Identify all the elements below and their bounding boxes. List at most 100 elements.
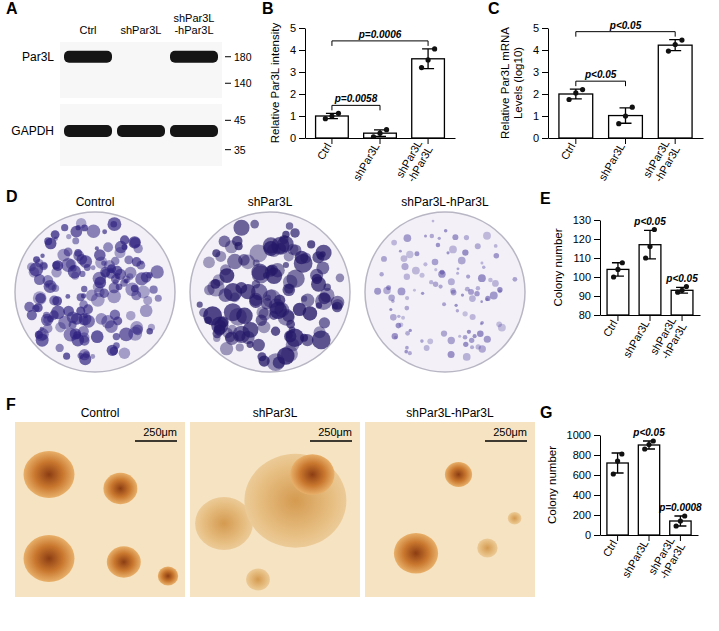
y-tick-mark [594,277,600,278]
colony [398,287,406,295]
colony [438,284,442,288]
tspan: Ctrl [79,24,96,36]
colony [87,225,100,238]
colony [219,236,231,248]
panel-letter: E [540,190,551,207]
data-point [323,116,328,121]
y-tick-label: 1 [290,110,296,122]
y-tick-mark [299,116,305,117]
colony [477,330,484,337]
colony [107,264,116,273]
colony [43,324,52,333]
bar-chart: 02004006008001000CtrlshPar3LshPar3L-hPar… [546,427,702,583]
data-point [580,87,585,92]
y-tick-mark [594,435,600,436]
tspan: -hPar3L [657,541,687,581]
colony [452,234,458,240]
plot-marks [316,46,445,138]
tspan: -hPar3L [652,144,682,184]
y-tick-label: 5 [290,22,296,34]
x-tick: shPar3L-hPar3L [647,315,688,363]
colony [467,330,471,334]
marker-label: 180 [234,51,252,63]
colony [391,240,397,246]
y-tick-label: 2 [290,88,296,100]
y-tick-mark [542,50,548,51]
y-tick: 4 [533,44,548,56]
bar-chart: 012345CtrlshPar3LshPar3L-hPar3LRelative … [269,22,455,185]
scale-bar-label: 250μm [143,426,177,438]
y-tick-mark [594,455,600,456]
colony [440,270,445,275]
sphere [24,451,75,498]
y-tick-label: 200 [573,509,591,521]
colony [135,272,148,285]
significance-bracket [332,41,428,46]
colony [232,236,242,246]
data-point [615,458,620,463]
colony [490,292,498,300]
colony [312,251,324,263]
colony [271,327,280,336]
colony [119,347,131,359]
y-tick: 80 [579,309,600,321]
x-tick-mark [428,138,429,144]
colony [446,251,449,254]
lane-label: Ctrl [79,24,96,36]
data-point [666,49,671,54]
colony [474,291,479,296]
y-tick-label: 0 [290,132,296,144]
colony [55,322,65,332]
image-label: shPar3L-hPar3L [406,406,494,420]
x-axis: CtrlshPar3LshPar3L-hPar3L [306,138,456,186]
tspan: Ctrl [315,141,334,162]
colony [475,243,481,249]
colony [494,253,500,259]
colony [219,288,233,302]
colony [485,296,490,301]
x-tick-mark [625,138,626,144]
y-tick: 2 [290,88,305,100]
colony [414,251,419,256]
colony [476,286,480,290]
y-tick-mark [594,475,600,476]
y-axis: 8090100110120130 [573,214,601,321]
sphere [508,512,522,525]
plot-marks [559,38,692,139]
spheres-group [394,462,521,574]
colony [128,236,140,248]
colony [336,274,345,283]
x-tick: shPar3L [351,138,382,182]
y-tick-mark [542,116,548,117]
sphere [158,567,178,586]
colony [94,277,106,289]
colony [77,254,88,265]
colony [436,243,441,248]
sphere [24,535,75,582]
colony [424,234,427,237]
colony [316,302,322,308]
y-tick-label: 100 [573,271,591,283]
panel-letter: A [6,0,18,17]
bar [607,463,628,535]
colony [256,306,268,318]
colony [450,288,456,294]
colony [494,244,498,248]
colony [464,235,469,240]
colony [71,272,79,280]
colony [442,302,446,306]
data-point [377,131,382,136]
y-tick: 0 [290,132,305,144]
colony [81,224,88,231]
micrograph: 250μm [15,422,185,597]
colony [250,220,259,229]
marker-label: 140 [234,77,252,89]
colony [432,220,435,223]
colony [33,291,47,305]
colony [27,310,37,320]
colony [90,354,95,359]
x-tick: Ctrl [558,138,577,162]
sphere [394,533,438,574]
colony [448,278,455,285]
colony [146,328,152,334]
